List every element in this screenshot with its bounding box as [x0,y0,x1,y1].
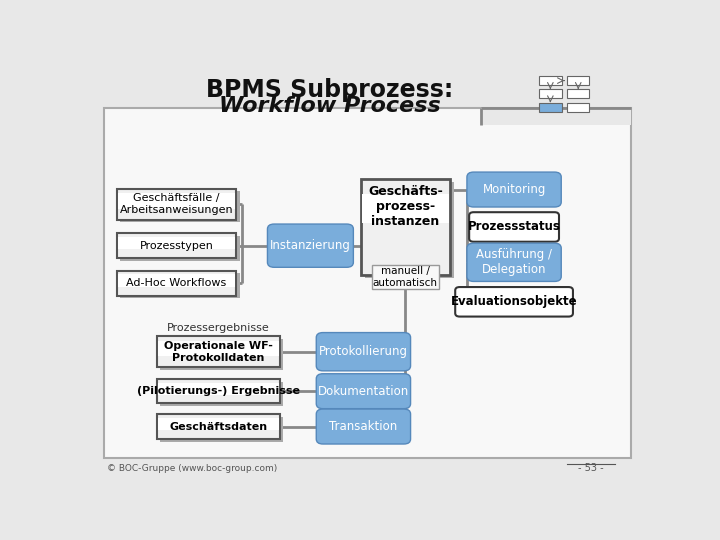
FancyBboxPatch shape [117,237,235,249]
Text: Prozessstatus: Prozessstatus [468,220,560,233]
FancyBboxPatch shape [326,416,408,442]
FancyBboxPatch shape [117,233,236,258]
FancyBboxPatch shape [120,191,240,222]
FancyBboxPatch shape [120,273,240,298]
FancyBboxPatch shape [361,179,450,275]
FancyBboxPatch shape [361,194,449,223]
FancyBboxPatch shape [477,251,558,279]
Text: Geschäftsfälle /
Arbeitsanweisungen: Geschäftsfälle / Arbeitsanweisungen [120,193,233,215]
Text: manuell /
automatisch: manuell / automatisch [373,266,438,288]
Text: (Pilotierungs-) Ergebnisse: (Pilotierungs-) Ergebnisse [137,386,300,396]
FancyBboxPatch shape [364,182,454,278]
FancyBboxPatch shape [372,265,438,289]
Text: Ausführung /
Delegation: Ausführung / Delegation [476,248,552,276]
FancyBboxPatch shape [158,383,279,395]
FancyBboxPatch shape [567,89,590,98]
Text: Instanzierung: Instanzierung [270,239,351,252]
FancyBboxPatch shape [567,103,590,112]
FancyBboxPatch shape [120,235,240,261]
FancyBboxPatch shape [161,416,283,442]
FancyBboxPatch shape [467,172,561,207]
Text: Prozessergebnisse: Prozessergebnisse [167,322,270,333]
FancyBboxPatch shape [539,76,562,85]
FancyBboxPatch shape [157,336,280,367]
FancyBboxPatch shape [157,379,280,403]
Text: - 53 -: - 53 - [577,463,603,473]
Text: Monitoring: Monitoring [482,183,546,196]
Text: Geschäfts-
prozess-
instanzen: Geschäfts- prozess- instanzen [368,185,443,228]
FancyBboxPatch shape [455,287,573,316]
Text: Geschäftsdaten: Geschäftsdaten [169,422,267,431]
FancyBboxPatch shape [567,76,590,85]
Text: Workflow Process: Workflow Process [219,96,441,117]
Text: Protokollierung: Protokollierung [319,345,408,358]
FancyBboxPatch shape [326,340,408,368]
FancyBboxPatch shape [267,224,354,267]
FancyBboxPatch shape [117,271,236,295]
Text: Ad-Hoc Workflows: Ad-Hoc Workflows [127,278,227,288]
Text: BPMS Subprozess:: BPMS Subprozess: [207,78,454,102]
Text: Transaktion: Transaktion [329,420,397,433]
FancyBboxPatch shape [477,218,558,241]
FancyBboxPatch shape [316,333,410,371]
Text: Evaluationsobjekte: Evaluationsobjekte [451,295,577,308]
FancyBboxPatch shape [326,381,408,406]
FancyBboxPatch shape [539,89,562,98]
FancyBboxPatch shape [104,109,631,458]
FancyBboxPatch shape [157,414,280,439]
FancyBboxPatch shape [161,339,283,370]
FancyBboxPatch shape [117,193,235,209]
FancyBboxPatch shape [481,109,631,125]
FancyBboxPatch shape [117,188,236,220]
Text: Dokumentation: Dokumentation [318,384,409,397]
FancyBboxPatch shape [469,212,559,242]
FancyBboxPatch shape [158,418,279,430]
Text: Operationale WF-
Protokolldaten: Operationale WF- Protokolldaten [164,341,273,362]
FancyBboxPatch shape [316,374,410,409]
FancyBboxPatch shape [158,341,279,356]
FancyBboxPatch shape [467,243,561,281]
FancyBboxPatch shape [463,293,572,316]
FancyBboxPatch shape [477,180,558,205]
FancyBboxPatch shape [117,274,235,287]
FancyBboxPatch shape [161,382,283,406]
FancyBboxPatch shape [316,409,410,444]
Text: Prozesstypen: Prozesstypen [140,241,213,251]
FancyBboxPatch shape [539,103,562,112]
Text: © BOC-Gruppe (www.boc-group.com): © BOC-Gruppe (www.boc-group.com) [107,464,277,472]
FancyBboxPatch shape [277,232,350,265]
